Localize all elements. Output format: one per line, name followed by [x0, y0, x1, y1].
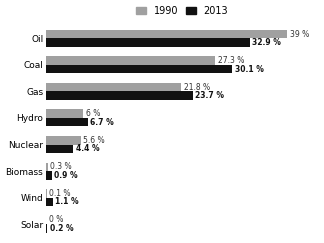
- Bar: [46, 224, 47, 233]
- Bar: [46, 30, 287, 38]
- Bar: [46, 163, 48, 171]
- Bar: [46, 109, 83, 118]
- Bar: [46, 189, 47, 198]
- Bar: [46, 136, 81, 145]
- Text: 32.9 %: 32.9 %: [252, 38, 281, 47]
- Bar: [46, 38, 250, 47]
- Text: 4.4 %: 4.4 %: [76, 144, 99, 153]
- Bar: [46, 56, 215, 65]
- Text: 0.1 %: 0.1 %: [49, 189, 71, 198]
- Text: 6 %: 6 %: [86, 109, 100, 118]
- Bar: [46, 65, 232, 73]
- Bar: [46, 83, 181, 91]
- Text: 27.3 %: 27.3 %: [217, 56, 244, 65]
- Text: 5.6 %: 5.6 %: [83, 136, 105, 145]
- Text: 0.2 %: 0.2 %: [50, 224, 74, 233]
- Text: 21.8 %: 21.8 %: [183, 83, 210, 92]
- Text: 30.1 %: 30.1 %: [235, 65, 264, 74]
- Text: 0 %: 0 %: [49, 215, 63, 225]
- Bar: [46, 118, 87, 126]
- Legend: 1990, 2013: 1990, 2013: [133, 2, 232, 20]
- Text: 23.7 %: 23.7 %: [195, 91, 224, 100]
- Bar: [46, 171, 52, 180]
- Bar: [46, 91, 193, 100]
- Bar: [46, 198, 53, 206]
- Text: 0.3 %: 0.3 %: [51, 162, 72, 171]
- Text: 6.7 %: 6.7 %: [90, 118, 114, 127]
- Text: 0.9 %: 0.9 %: [54, 171, 78, 180]
- Text: 39 %: 39 %: [290, 30, 309, 39]
- Text: 1.1 %: 1.1 %: [55, 197, 79, 206]
- Bar: [46, 145, 73, 153]
